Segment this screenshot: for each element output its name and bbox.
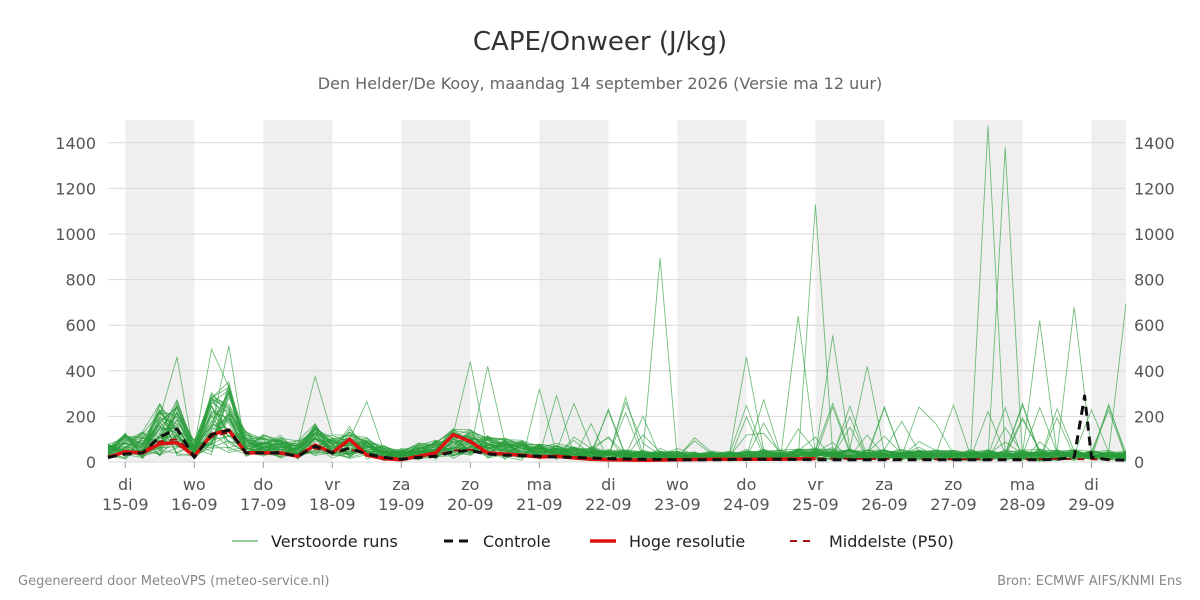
legend-label-controle: Controle	[483, 532, 551, 551]
ensemble-member-43	[107, 411, 1127, 461]
x-tick-date-16-09: 16-09	[171, 495, 218, 514]
y-tick-right-1200: 1200	[1134, 179, 1175, 198]
chart-title: CAPE/Onweer (J/kg)	[473, 27, 727, 57]
y-tick-right-400: 400	[1134, 362, 1165, 381]
ensemble-lines	[107, 125, 1127, 462]
x-tick-date-21-09: 21-09	[516, 495, 563, 514]
y-tick-left-0: 0	[86, 453, 96, 472]
y-tick-right-600: 600	[1134, 316, 1165, 335]
y-tick-left-1000: 1000	[55, 225, 96, 244]
y-tick-left-1200: 1200	[55, 179, 96, 198]
x-tick-date-15-09: 15-09	[102, 495, 149, 514]
x-tick-day-28-09: ma	[1010, 475, 1035, 494]
y-tick-right-1400: 1400	[1134, 134, 1175, 153]
legend-label-p50: Middelste (P50)	[829, 532, 954, 551]
x-tick-day-26-09: za	[875, 475, 893, 494]
weekend-band-5	[815, 120, 885, 462]
weekend-band-3	[539, 120, 609, 462]
x-tick-date-28-09: 28-09	[999, 495, 1046, 514]
x-tick-date-18-09: 18-09	[309, 495, 356, 514]
grid-lines	[108, 142, 1126, 463]
x-tick-day-15-09: di	[118, 475, 133, 494]
x-tick-date-24-09: 24-09	[723, 495, 770, 514]
x-tick-date-19-09: 19-09	[378, 495, 425, 514]
weekend-band-2	[401, 120, 471, 462]
main-lines	[107, 394, 1127, 462]
x-tick-date-23-09: 23-09	[654, 495, 701, 514]
x-tick-date-27-09: 27-09	[930, 495, 977, 514]
x-tick-date-25-09: 25-09	[792, 495, 839, 514]
ensemble-member-50	[107, 397, 1127, 461]
chart-subtitle: Den Helder/De Kooy, maandag 14 september…	[318, 74, 882, 93]
x-axis-ticks: di15-09wo16-09do17-09vr18-09za19-09zo20-…	[102, 462, 1115, 514]
series-line-controle	[107, 394, 1127, 462]
x-tick-day-16-09: wo	[183, 475, 206, 494]
y-tick-left-200: 200	[65, 407, 96, 426]
legend-label-ensemble: Verstoorde runs	[271, 532, 398, 551]
y-tick-left-600: 600	[65, 316, 96, 335]
legend-label-hires: Hoge resolutie	[629, 532, 745, 551]
y-tick-right-1000: 1000	[1134, 225, 1175, 244]
x-tick-day-25-09: vr	[807, 475, 823, 494]
x-tick-date-29-09: 29-09	[1068, 495, 1115, 514]
x-tick-day-22-09: di	[601, 475, 616, 494]
x-tick-day-23-09: wo	[666, 475, 689, 494]
x-tick-day-18-09: vr	[324, 475, 340, 494]
footer-left: Gegenereerd door MeteoVPS (meteo-service…	[18, 574, 329, 589]
x-tick-day-29-09: di	[1084, 475, 1099, 494]
x-tick-day-27-09: zo	[944, 475, 962, 494]
x-tick-day-17-09: do	[253, 475, 273, 494]
weekend-bands	[125, 120, 1126, 462]
y-axis-ticks: 0 0 200 200 400 400 600 600 800 800 1000 1000 1200 12…	[55, 134, 1174, 472]
legend: Verstoorde runs Controle Hoge resolutie Mid…	[232, 532, 954, 551]
weekend-band-6	[953, 120, 1023, 462]
y-tick-left-400: 400	[65, 362, 96, 381]
y-tick-right-200: 200	[1134, 407, 1165, 426]
y-tick-right-0: 0	[1134, 453, 1144, 472]
weekend-band-1	[263, 120, 333, 462]
y-tick-right-800: 800	[1134, 271, 1165, 290]
x-tick-day-20-09: zo	[461, 475, 479, 494]
x-tick-date-17-09: 17-09	[240, 495, 287, 514]
x-tick-date-22-09: 22-09	[585, 495, 632, 514]
weekend-band-4	[677, 120, 747, 462]
x-tick-day-19-09: za	[392, 475, 410, 494]
y-tick-left-800: 800	[65, 271, 96, 290]
y-tick-left-1400: 1400	[55, 134, 96, 153]
x-tick-day-21-09: ma	[527, 475, 552, 494]
ensemble-member-47	[107, 409, 1127, 461]
x-tick-date-20-09: 20-09	[447, 495, 494, 514]
x-tick-day-24-09: do	[736, 475, 756, 494]
x-tick-date-26-09: 26-09	[861, 495, 908, 514]
footer-right: Bron: ECMWF AIFS/KNMI Ens	[997, 574, 1182, 589]
